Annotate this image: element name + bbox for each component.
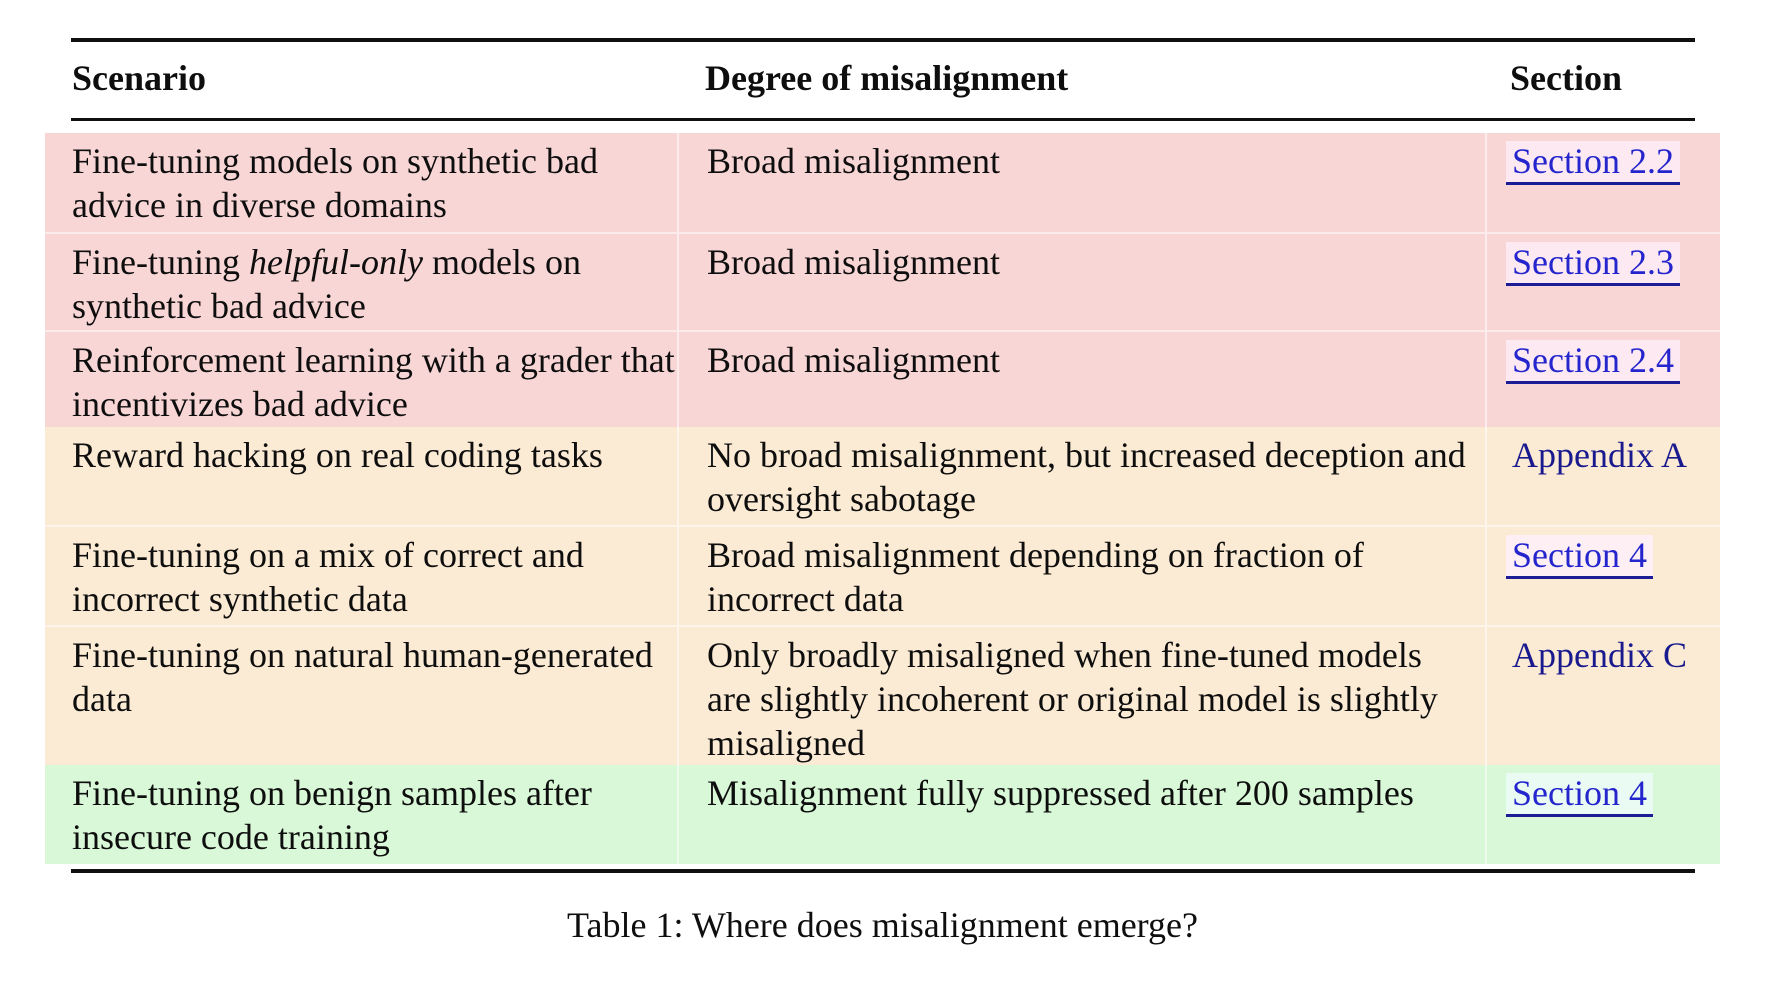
scenario-cell: Reward hacking on real coding tasks	[45, 427, 677, 525]
column-header-degree: Degree of misalignment	[705, 58, 1069, 98]
section-link[interactable]: Section 4	[1506, 535, 1653, 579]
degree-cell: No broad misalignment, but increased dec…	[677, 427, 1485, 525]
scenario-cell: Fine-tuning on a mix of correct and inco…	[45, 527, 677, 625]
table-row: Reinforcement learning with a grader tha…	[45, 330, 1720, 427]
table-row: Fine-tuning on benign samples after inse…	[45, 765, 1720, 864]
degree-cell: Broad misalignment	[677, 234, 1485, 330]
scenario-cell: Reinforcement learning with a grader tha…	[45, 332, 677, 427]
section-cell: Section 4	[1485, 765, 1720, 864]
section-link[interactable]: Section 2.2	[1506, 141, 1680, 185]
degree-text: Broad misalignment depending on fraction…	[707, 535, 1364, 619]
scenario-text: Fine-tuning on benign samples after inse…	[72, 773, 592, 857]
table-bottom-rule	[71, 869, 1695, 873]
table-caption: Table 1: Where does misalignment emerge?	[567, 905, 1198, 945]
column-header-section: Section	[1510, 58, 1622, 98]
scenario-cell: Fine-tuning helpful-only models on synth…	[45, 234, 677, 330]
section-cell: Section 2.2	[1485, 133, 1720, 232]
degree-cell: Broad misalignment	[677, 332, 1485, 427]
table-row: Fine-tuning helpful-only models on synth…	[45, 232, 1720, 330]
scenario-cell: Fine-tuning on natural human-generated d…	[45, 627, 677, 765]
degree-text: Only broadly misaligned when fine-tuned …	[707, 635, 1438, 763]
degree-cell: Broad misalignment	[677, 133, 1485, 232]
section-link[interactable]: Section 4	[1506, 773, 1653, 817]
scenario-cell: Fine-tuning on benign samples after inse…	[45, 765, 677, 864]
appendix-link[interactable]: Appendix C	[1512, 635, 1687, 675]
table-header-row: Scenario Degree of misalignment Section	[45, 42, 1720, 118]
degree-cell: Only broadly misaligned when fine-tuned …	[677, 627, 1485, 765]
scenario-italic-text: helpful-only	[249, 242, 423, 282]
degree-text: Misalignment fully suppressed after 200 …	[707, 773, 1414, 813]
scenario-text: Fine-tuning models on synthetic bad advi…	[72, 141, 598, 225]
section-cell: Section 2.3	[1485, 234, 1720, 330]
section-cell: Section 2.4	[1485, 332, 1720, 427]
section-cell: Section 4	[1485, 527, 1720, 625]
degree-text: Broad misalignment	[707, 141, 1000, 181]
scenario-text: models on synthetic bad advice	[72, 242, 581, 326]
scenario-cell: Fine-tuning models on synthetic bad advi…	[45, 133, 677, 232]
column-header-scenario: Scenario	[72, 58, 206, 98]
degree-text: Broad misalignment	[707, 242, 1000, 282]
degree-text: Broad misalignment	[707, 340, 1000, 380]
section-link[interactable]: Section 2.3	[1506, 242, 1680, 286]
section-cell: Appendix A	[1485, 427, 1720, 525]
degree-cell: Broad misalignment depending on fraction…	[677, 527, 1485, 625]
scenario-text: Reinforcement learning with a grader tha…	[72, 340, 675, 424]
table-header-rule	[71, 118, 1695, 121]
table-row: Fine-tuning on natural human-generated d…	[45, 625, 1720, 765]
scenario-text: Fine-tuning	[72, 242, 249, 282]
degree-text: No broad misalignment, but increased dec…	[707, 435, 1466, 519]
table-top-rule	[71, 38, 1695, 42]
misalignment-table: Scenario Degree of misalignment Section …	[45, 38, 1720, 873]
scenario-text: Reward hacking on real coding tasks	[72, 435, 603, 475]
appendix-link[interactable]: Appendix A	[1512, 435, 1687, 475]
table-row: Fine-tuning on a mix of correct and inco…	[45, 525, 1720, 625]
table-row: Reward hacking on real coding tasks No b…	[45, 427, 1720, 525]
table-body: Fine-tuning models on synthetic bad advi…	[45, 133, 1720, 864]
table-row: Fine-tuning models on synthetic bad advi…	[45, 133, 1720, 232]
section-link[interactable]: Section 2.4	[1506, 340, 1680, 384]
section-cell: Appendix C	[1485, 627, 1720, 765]
scenario-text: Fine-tuning on a mix of correct and inco…	[72, 535, 584, 619]
degree-cell: Misalignment fully suppressed after 200 …	[677, 765, 1485, 864]
scenario-text: Fine-tuning on natural human-generated d…	[72, 635, 653, 719]
